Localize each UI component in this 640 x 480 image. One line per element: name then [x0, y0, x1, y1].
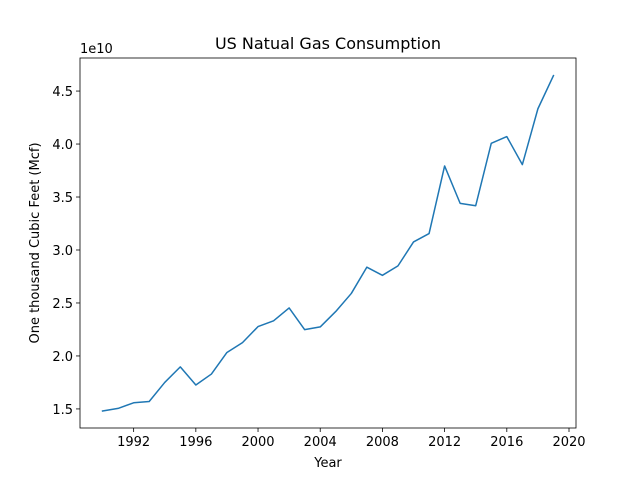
- x-axis-label: Year: [313, 456, 342, 471]
- y-tick-label: 3.5: [52, 191, 73, 206]
- y-tick-label: 4.5: [52, 85, 73, 100]
- x-tick-label: 1992: [117, 435, 150, 450]
- plot-area: 1992 1996 2000 2004 2008 2012 2016 2020 1.5 2.0 2…: [52, 57, 586, 450]
- x-tick-label: 2020: [552, 435, 585, 450]
- x-tick-label: 2004: [304, 435, 337, 450]
- x-tick-label: 1996: [179, 435, 212, 450]
- y-axis-ticks: 1.5 2.0 2.5 3.0 3.5 4.0 4.5: [52, 85, 80, 418]
- x-tick-label: 2000: [241, 435, 274, 450]
- x-axis-ticks: 1992 1996 2000 2004 2008 2012 2016 2020: [117, 428, 586, 450]
- x-tick-label: 2008: [366, 435, 399, 450]
- plot-frame: [79, 57, 577, 429]
- y-tick-label: 4.0: [52, 138, 73, 153]
- chart-title: US Natual Gas Consumption: [215, 34, 441, 53]
- y-tick-label: 2.0: [52, 350, 73, 365]
- series-line: [101, 74, 555, 412]
- y-tick-label: 3.0: [52, 244, 73, 259]
- y-tick-label: 2.5: [52, 297, 73, 312]
- y-tick-label: 1.5: [52, 403, 73, 418]
- plot-background: [80, 58, 576, 428]
- y-axis-offset-label: 1e10: [80, 42, 113, 57]
- x-tick-label: 2016: [490, 435, 523, 450]
- x-tick-label: 2012: [428, 435, 461, 450]
- y-axis-label: One thousand Cubic Feet (Mcf): [28, 142, 43, 343]
